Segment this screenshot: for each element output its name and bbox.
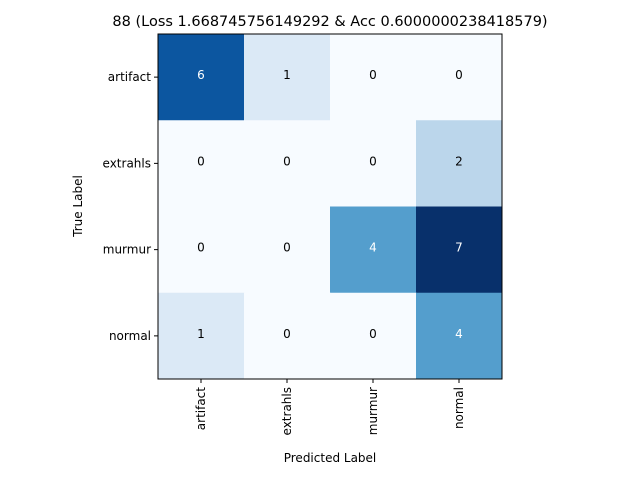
cell-value-label: 4 bbox=[369, 241, 377, 255]
cell-value-label: 1 bbox=[283, 68, 291, 82]
heatmap-cell bbox=[244, 120, 331, 207]
heatmap-cell bbox=[416, 34, 503, 121]
cell-value-label: 0 bbox=[197, 241, 205, 255]
plot-frame bbox=[157, 33, 503, 380]
x-tick-label: normal bbox=[452, 387, 466, 429]
x-tick-label: artifact bbox=[194, 387, 208, 431]
heatmap-cell bbox=[330, 120, 417, 207]
y-axis-label: True Label bbox=[71, 175, 85, 238]
x-tick-label: murmur bbox=[366, 387, 380, 435]
x-axis-label: Predicted Label bbox=[284, 451, 377, 465]
heatmap-cell bbox=[416, 292, 503, 380]
cell-value-label: 0 bbox=[197, 154, 205, 168]
cell-value-label: 7 bbox=[455, 241, 463, 255]
heatmap-cell bbox=[330, 34, 417, 121]
cell-value-label: 0 bbox=[369, 68, 377, 82]
heatmap-cell bbox=[244, 206, 331, 294]
y-axis-ticks: artifact extrahls murmur normal bbox=[103, 70, 158, 343]
heatmap-cell bbox=[330, 206, 417, 294]
cell-value-label: 0 bbox=[369, 327, 377, 341]
cell-value-label: 0 bbox=[369, 154, 377, 168]
cell-value-label: 6 bbox=[197, 68, 205, 82]
x-axis-ticks: artifact extrahls murmur normal bbox=[194, 379, 466, 435]
heatmap-cell bbox=[244, 34, 331, 121]
y-tick-label: murmur bbox=[103, 243, 151, 257]
y-tick-label: extrahls bbox=[103, 156, 151, 170]
heatmap-cell bbox=[416, 206, 503, 294]
heatmap-cell bbox=[330, 292, 417, 380]
cell-value-label: 1 bbox=[197, 327, 205, 341]
heatmap-cell bbox=[158, 206, 245, 294]
cell-value-labels: 6 1 0 00 0 0 20 0 4 71 0 0 4 bbox=[197, 68, 463, 341]
heatmap-cell bbox=[158, 34, 245, 121]
cell-value-label: 0 bbox=[283, 327, 291, 341]
y-tick-label: artifact bbox=[108, 70, 152, 84]
heatmap-cell bbox=[244, 292, 331, 380]
y-tick-label: normal bbox=[109, 329, 151, 343]
cell-value-label: 0 bbox=[455, 68, 463, 82]
heatmap-cells bbox=[158, 34, 503, 380]
cell-value-label: 2 bbox=[455, 154, 463, 168]
cell-value-label: 4 bbox=[455, 327, 463, 341]
heatmap-cell bbox=[416, 120, 503, 207]
chart-title: 88 (Loss 1.668745756149292 & Acc 0.60000… bbox=[112, 14, 547, 30]
cell-value-label: 0 bbox=[283, 241, 291, 255]
heatmap-cell bbox=[158, 120, 245, 207]
cell-value-label: 0 bbox=[283, 154, 291, 168]
heatmap-cell bbox=[158, 292, 245, 380]
x-tick-label: extrahls bbox=[280, 387, 294, 435]
